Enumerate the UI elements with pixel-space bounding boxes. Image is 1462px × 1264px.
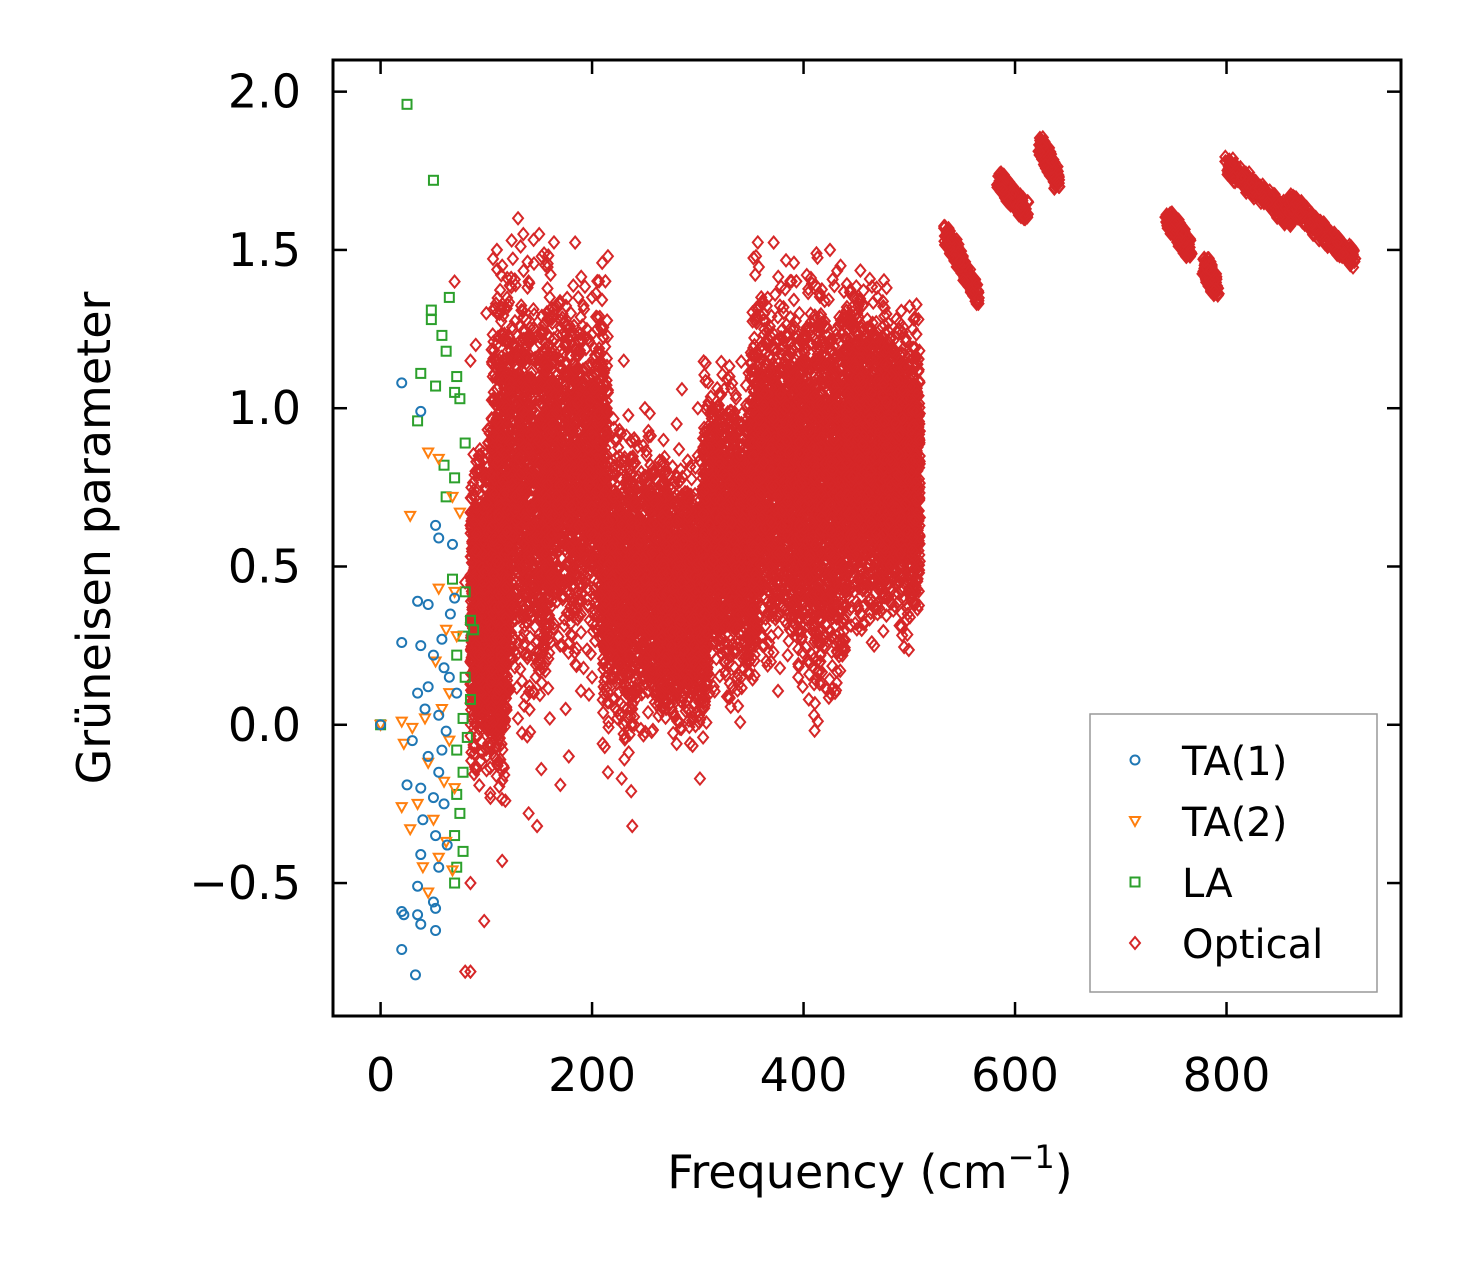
optical-point [480,762,493,778]
optical-point [496,742,509,758]
optical-point [467,739,481,755]
optical-point [483,760,497,776]
optical-point [484,790,497,806]
optical-point [470,454,483,470]
optical-point [472,448,486,464]
optical-point [485,728,499,744]
optical-point [497,767,511,783]
optical-point [465,744,478,760]
optical-point [490,752,504,768]
data-points [373,98,1362,981]
optical-point [483,785,497,801]
optical-point [466,512,479,529]
optical-point [490,768,504,784]
optical-point [467,486,480,502]
optical-point [496,758,510,775]
optical-point [468,759,482,775]
optical-point [473,777,486,793]
optical-point [492,778,506,795]
